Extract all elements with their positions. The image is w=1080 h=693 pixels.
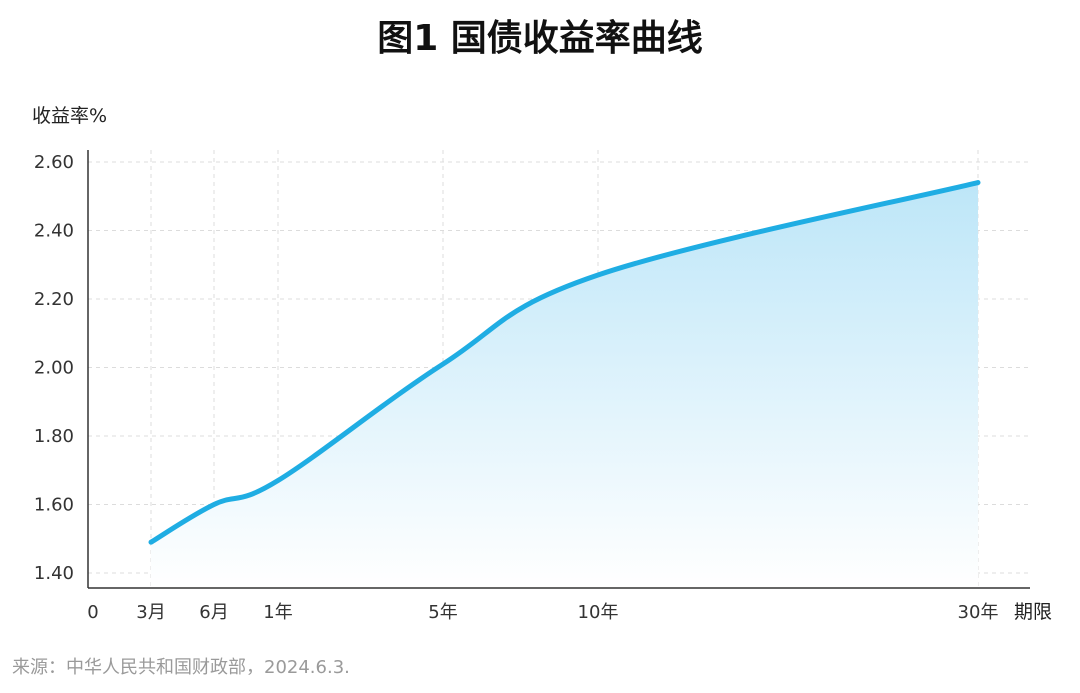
yield-curve-line xyxy=(148,180,981,545)
y-axis-title: 收益率% xyxy=(32,105,107,127)
y-tick-label-3: 2.00 xyxy=(34,358,74,379)
x-tick-label-4: 10年 xyxy=(578,602,619,623)
y-axis-ticks: 1.40 1.60 1.80 2.00 2.20 2.40 2.60 xyxy=(34,152,74,584)
x-axis-ticks: 3月 6月 1年 5年 10年 30年 xyxy=(136,602,998,623)
x-tick-label-3: 5年 xyxy=(428,602,457,623)
y-tick-label-0: 1.40 xyxy=(34,563,74,584)
y-tick-label-1: 1.60 xyxy=(34,495,74,516)
y-tick-label-6: 2.60 xyxy=(34,152,74,173)
x-tick-label-1: 6月 xyxy=(199,602,228,623)
chart-title: 图1 国债收益率曲线 xyxy=(377,18,703,59)
x-tick-label-2: 1年 xyxy=(263,602,292,623)
x-axis-unit: 期限 xyxy=(1014,601,1052,623)
source-note: 来源：中华人民共和国财政部，2024.6.3. xyxy=(12,657,350,678)
y-tick-label-2: 1.80 xyxy=(34,426,74,447)
x-tick-label-0: 3月 xyxy=(136,602,165,623)
y-tick-label-5: 2.40 xyxy=(34,221,74,242)
x-origin-label: 0 xyxy=(87,602,98,623)
y-tick-label-4: 2.20 xyxy=(34,289,74,310)
x-tick-label-5: 30年 xyxy=(958,602,999,623)
yield-area-fill xyxy=(151,182,978,589)
